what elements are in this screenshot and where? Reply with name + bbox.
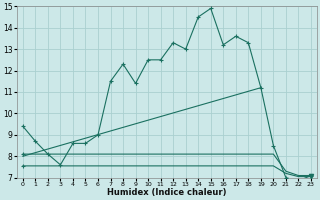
X-axis label: Humidex (Indice chaleur): Humidex (Indice chaleur) (107, 188, 227, 197)
